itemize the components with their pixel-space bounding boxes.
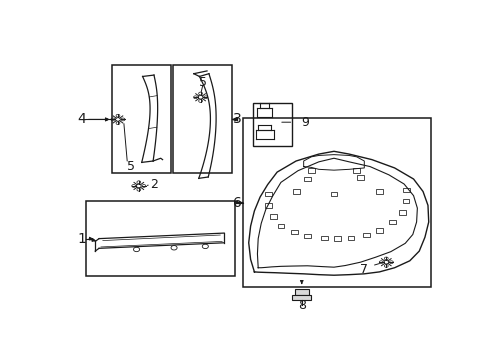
- Bar: [321, 235, 327, 240]
- Bar: [402, 199, 408, 203]
- Bar: [375, 189, 382, 194]
- Text: 3: 3: [232, 112, 241, 126]
- Bar: [252, 103, 292, 146]
- Bar: [304, 177, 310, 181]
- Bar: [307, 168, 314, 173]
- Bar: [356, 175, 363, 180]
- Bar: [375, 228, 382, 233]
- Bar: [173, 66, 231, 174]
- Bar: [388, 220, 395, 224]
- Bar: [292, 189, 299, 194]
- Text: 5: 5: [127, 160, 135, 173]
- Bar: [292, 296, 311, 301]
- Text: 8: 8: [297, 299, 305, 312]
- Text: 2: 2: [150, 178, 158, 191]
- Text: 5: 5: [199, 76, 207, 89]
- Bar: [334, 237, 341, 241]
- Bar: [294, 288, 308, 296]
- Bar: [403, 188, 409, 192]
- Bar: [347, 235, 354, 240]
- Bar: [269, 214, 276, 219]
- Bar: [353, 168, 359, 173]
- Text: 9: 9: [301, 116, 309, 129]
- Bar: [85, 201, 235, 276]
- Bar: [304, 234, 310, 238]
- Bar: [330, 192, 337, 197]
- Bar: [398, 210, 405, 215]
- Bar: [265, 192, 272, 197]
- Bar: [277, 224, 284, 228]
- Text: 4: 4: [78, 112, 86, 126]
- Text: 1: 1: [78, 231, 86, 246]
- Bar: [265, 203, 272, 208]
- Bar: [362, 233, 369, 237]
- Bar: [112, 66, 171, 174]
- Text: 7: 7: [360, 262, 367, 276]
- Bar: [243, 118, 430, 287]
- Text: 6: 6: [232, 195, 241, 210]
- Bar: [290, 230, 297, 234]
